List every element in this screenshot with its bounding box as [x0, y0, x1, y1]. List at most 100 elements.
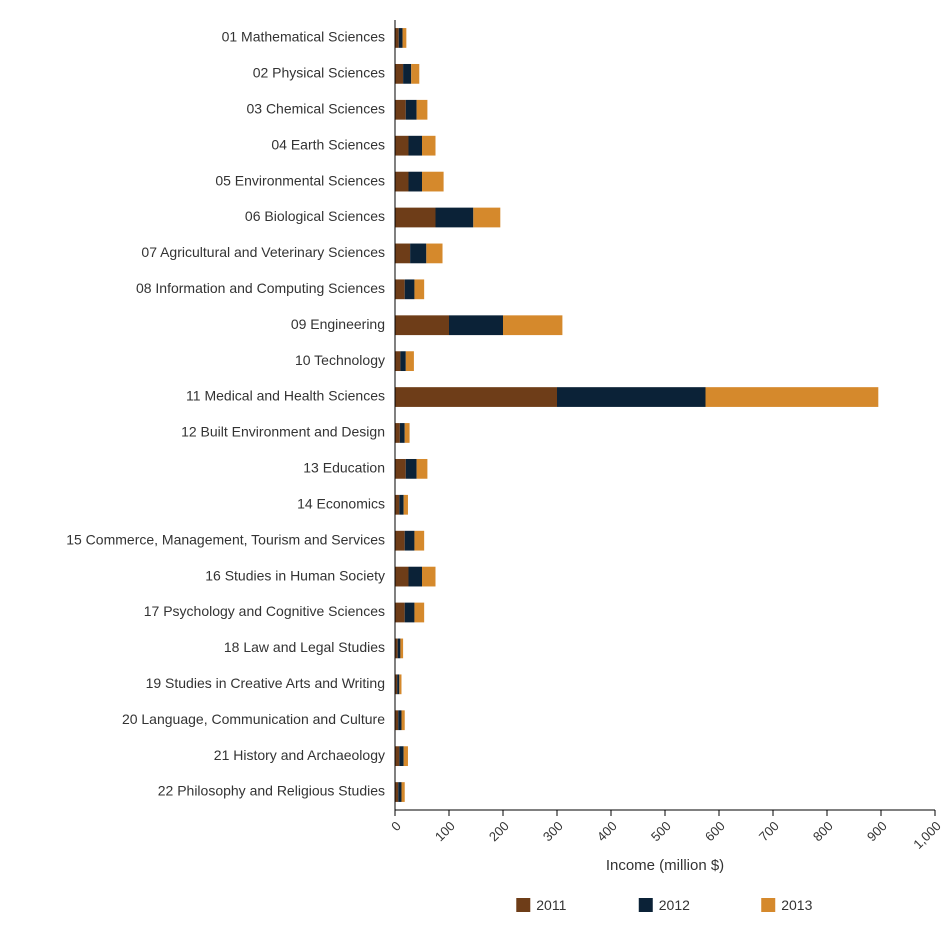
bar-segment	[414, 279, 424, 299]
y-tick-label: 18 Law and Legal Studies	[224, 639, 385, 655]
bar-segment	[414, 603, 424, 623]
bar-segment	[400, 639, 403, 659]
y-tick-label: 13 Education	[303, 460, 385, 476]
bar-segment	[473, 208, 500, 228]
legend-swatch	[639, 898, 653, 912]
bar-segment	[395, 100, 406, 120]
bar-segment	[395, 208, 436, 228]
y-axis: 01 Mathematical Sciences 02 Physical Scie…	[66, 20, 395, 810]
y-tick-label: 03 Chemical Sciences	[246, 100, 385, 116]
bar-segment	[395, 603, 405, 623]
x-tick-label: 100	[432, 818, 458, 844]
y-tick-label: 09 Engineering	[291, 316, 385, 332]
legend-text: 2013	[781, 897, 812, 913]
x-tick-label: 1,000	[910, 818, 944, 852]
bar-segment	[399, 674, 401, 694]
bar-segment	[406, 459, 417, 479]
bar-segment	[409, 567, 423, 587]
y-tick-label: 19 Studies in Creative Arts and Writing	[146, 675, 385, 691]
x-tick-label: 300	[540, 818, 566, 844]
bar-segment	[395, 136, 409, 156]
bars-group	[395, 28, 878, 802]
x-tick-label: 0	[388, 818, 404, 834]
bar-segment	[557, 387, 706, 407]
legend-swatch	[516, 898, 530, 912]
bar-segment	[422, 136, 436, 156]
bar-segment	[395, 387, 557, 407]
y-tick-label: 15 Commerce, Management, Tourism and Ser…	[66, 531, 385, 547]
bar-segment	[395, 746, 399, 766]
x-tick-label: 400	[594, 818, 620, 844]
y-tick-label: 21 History and Archaeology	[214, 747, 385, 763]
bar-segment	[405, 603, 415, 623]
bar-segment	[409, 136, 423, 156]
bar-segment	[706, 387, 879, 407]
bar-segment	[422, 172, 444, 192]
x-tick-label: 800	[810, 818, 836, 844]
y-tick-label: 22 Philosophy and Religious Studies	[158, 783, 385, 799]
bar-segment	[426, 244, 442, 264]
bar-segment	[395, 351, 400, 371]
bar-segment	[395, 28, 399, 48]
y-tick-label: 02 Physical Sciences	[253, 65, 385, 81]
bar-segment	[397, 674, 399, 694]
bar-segment	[395, 459, 406, 479]
y-tick-label: 06 Biological Sciences	[245, 208, 385, 224]
bar-segment	[395, 315, 449, 335]
bar-segment	[436, 208, 474, 228]
bar-segment	[395, 423, 400, 443]
y-tick-label: 08 Information and Computing Sciences	[136, 280, 385, 296]
y-tick-label: 04 Earth Sciences	[271, 136, 385, 152]
legend-swatch	[761, 898, 775, 912]
bar-segment	[395, 244, 410, 264]
bar-segment	[400, 423, 405, 443]
y-tick-label: 01 Mathematical Sciences	[222, 29, 385, 45]
bar-segment	[405, 423, 410, 443]
bar-segment	[411, 64, 419, 84]
bar-segment	[399, 746, 403, 766]
bar-segment	[395, 64, 403, 84]
x-tick-label: 600	[702, 818, 728, 844]
y-tick-label: 11 Medical and Health Sciences	[186, 388, 385, 404]
bar-segment	[405, 279, 415, 299]
bar-segment	[404, 495, 408, 515]
legend: 2011 2012 2013	[516, 897, 812, 913]
y-tick-label: 07 Agricultural and Veterinary Sciences	[141, 244, 385, 260]
bar-segment	[395, 172, 409, 192]
x-tick-label: 200	[486, 818, 512, 844]
bar-segment	[449, 315, 503, 335]
bar-segment	[406, 100, 417, 120]
bar-segment	[398, 710, 401, 730]
bar-segment	[417, 100, 428, 120]
bar-segment	[410, 244, 426, 264]
legend-text: 2012	[659, 897, 690, 913]
x-tick-label: 500	[648, 818, 674, 844]
bar-segment	[395, 279, 405, 299]
y-tick-label: 12 Built Environment and Design	[181, 424, 385, 440]
bar-segment	[404, 746, 408, 766]
x-axis-title: Income (million $)	[606, 857, 724, 874]
bar-segment	[400, 351, 405, 371]
y-tick-label: 14 Economics	[297, 495, 385, 511]
bar-segment	[417, 459, 428, 479]
bar-segment	[409, 172, 423, 192]
bar-segment	[406, 351, 414, 371]
bar-segment	[398, 639, 401, 659]
income-by-field-chart: 01 Mathematical Sciences 02 Physical Scie…	[0, 0, 945, 945]
bar-segment	[405, 531, 415, 551]
bar-segment	[395, 531, 405, 551]
x-tick-label: 900	[864, 818, 890, 844]
y-tick-label: 17 Psychology and Cognitive Sciences	[144, 603, 385, 619]
bar-segment	[403, 28, 407, 48]
bar-segment	[422, 567, 436, 587]
bar-segment	[401, 710, 404, 730]
bar-segment	[399, 495, 403, 515]
bar-segment	[414, 531, 424, 551]
bar-segment	[403, 64, 411, 84]
bar-segment	[398, 782, 401, 802]
bar-segment	[401, 782, 404, 802]
legend-text: 2011	[536, 897, 566, 913]
bar-segment	[395, 567, 409, 587]
y-tick-label: 10 Technology	[295, 352, 385, 368]
x-tick-label: 700	[756, 818, 782, 844]
